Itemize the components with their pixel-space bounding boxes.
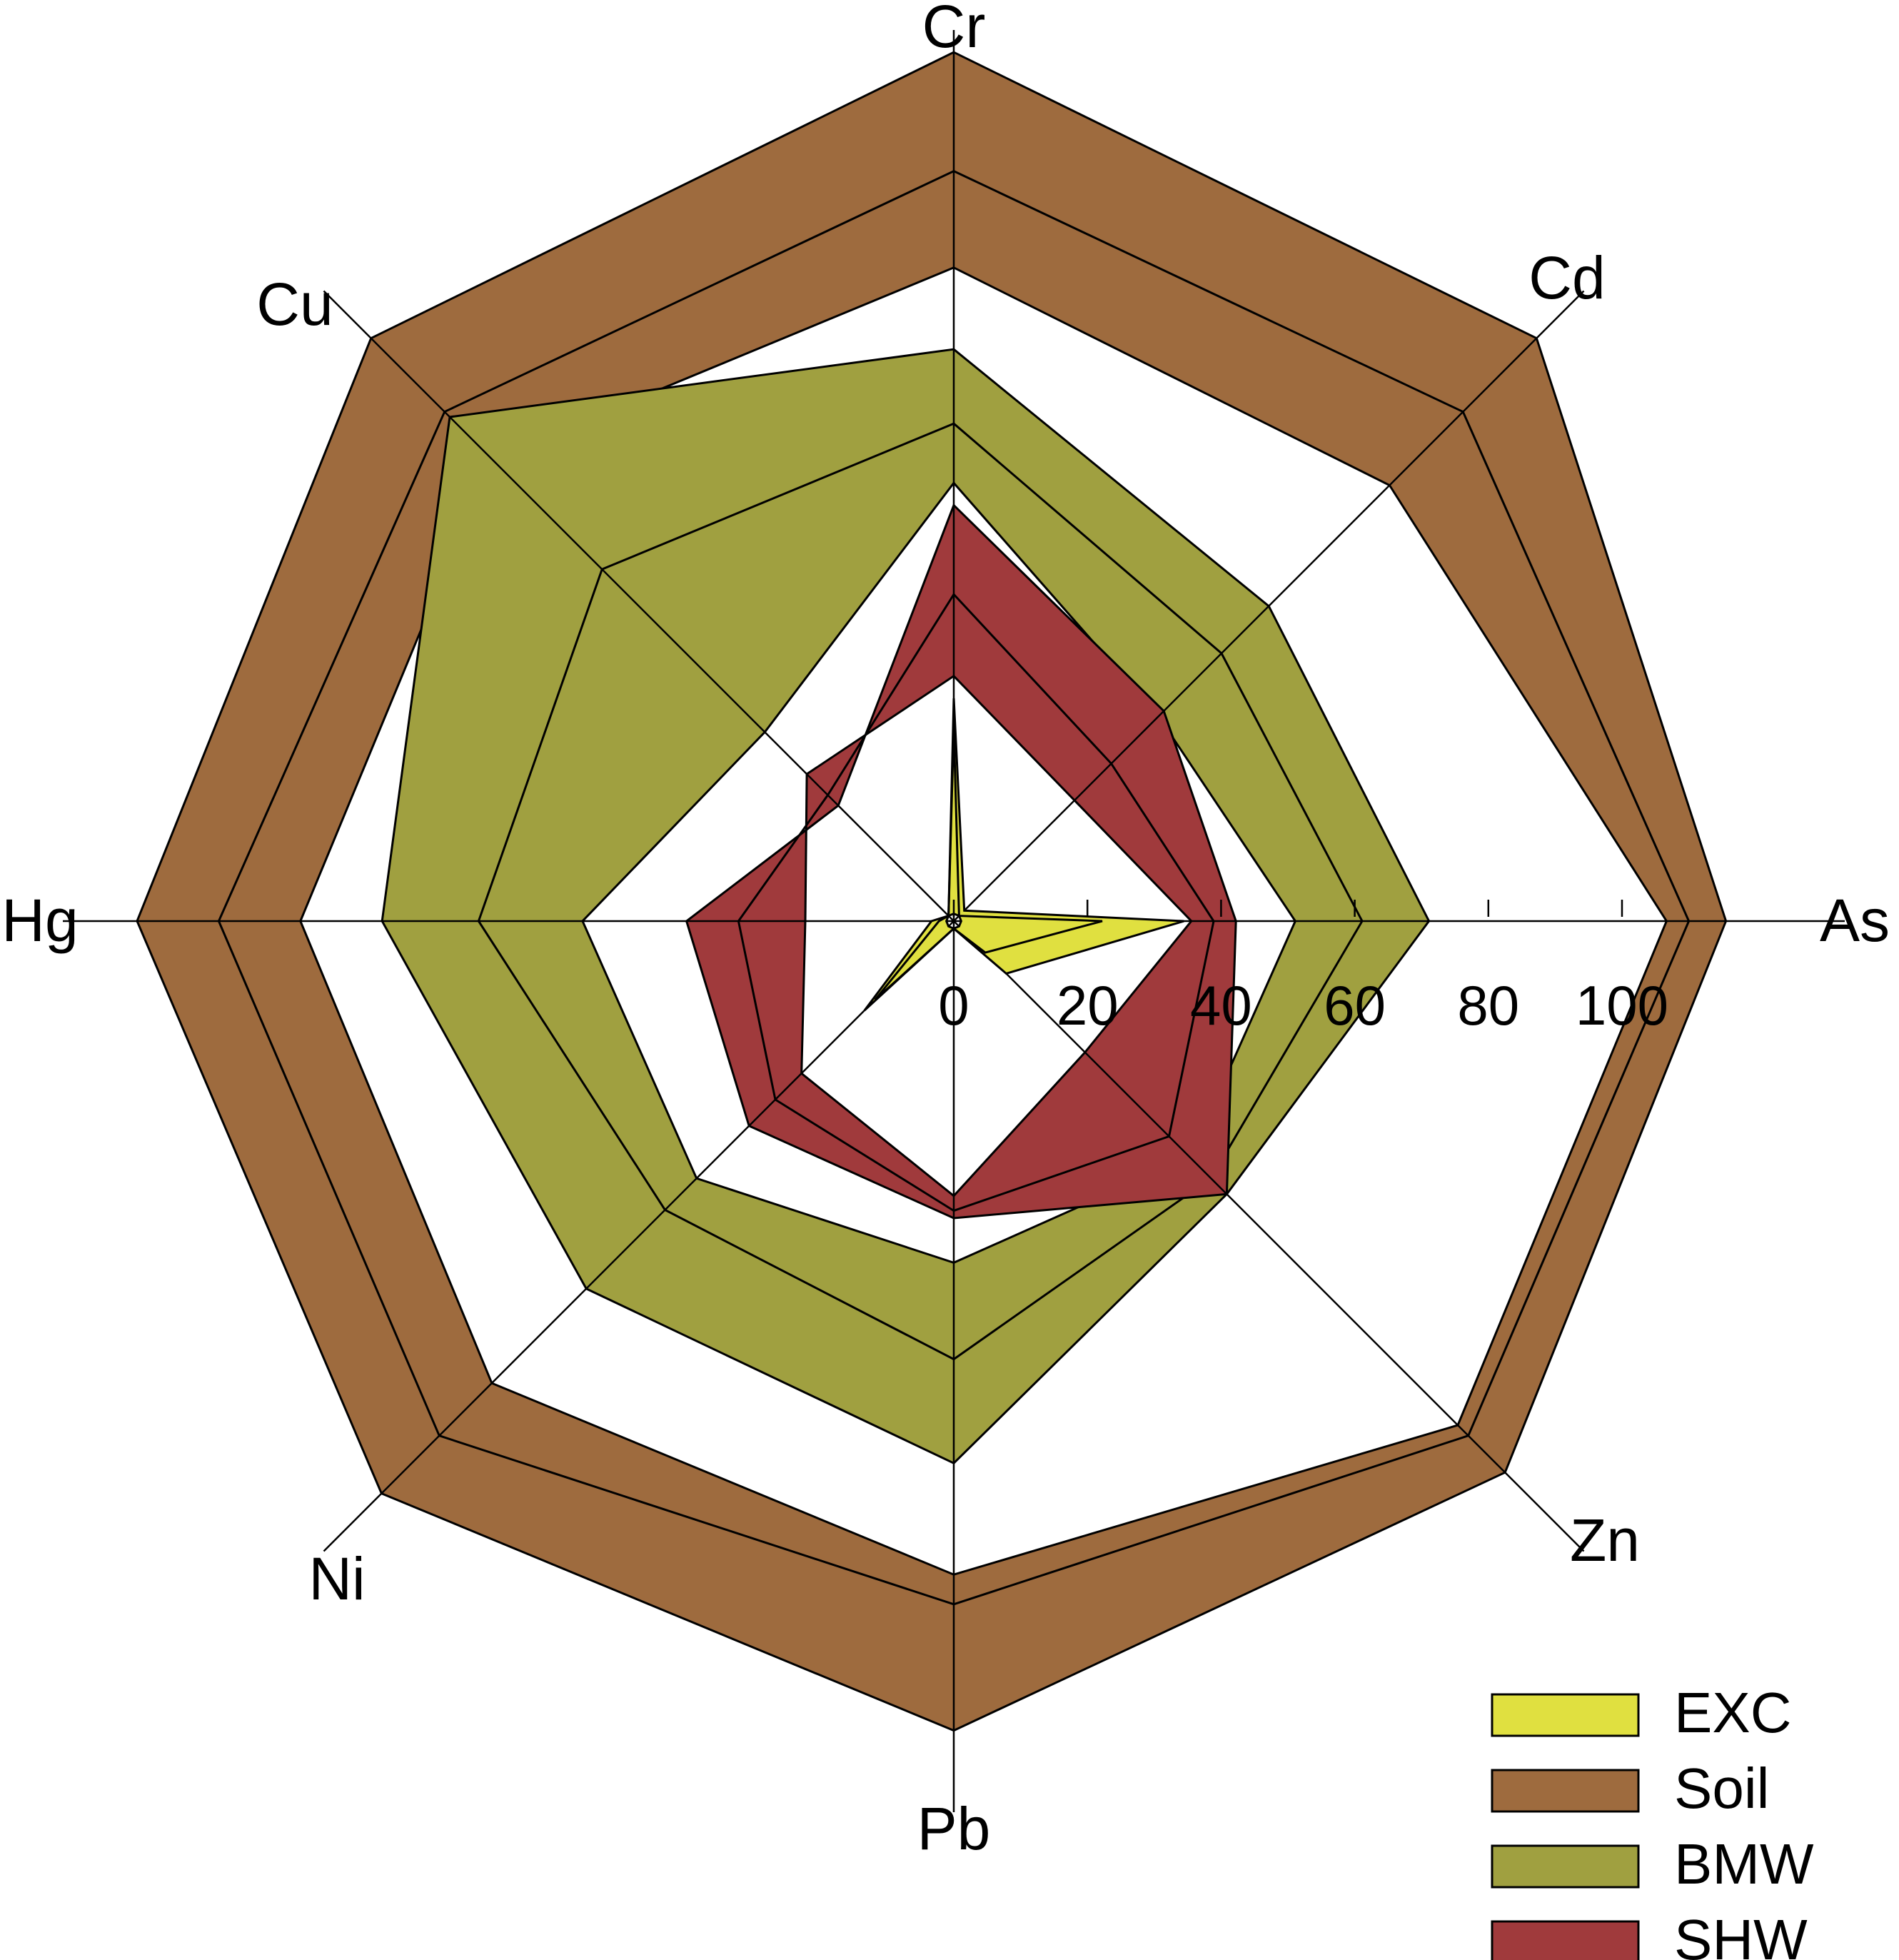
series-bands bbox=[136, 51, 1728, 1732]
band-bmw bbox=[382, 349, 1429, 1464]
category-label-hg: Hg bbox=[1, 887, 78, 954]
axis-line-cu bbox=[323, 290, 954, 922]
legend-label-exc: EXC bbox=[1674, 1681, 1792, 1744]
legend-label-bmw: BMW bbox=[1674, 1832, 1814, 1896]
axis-line-zn bbox=[953, 920, 1585, 1552]
legend-swatch-bmw bbox=[1491, 1844, 1640, 1889]
category-label-cu: Cu bbox=[256, 271, 333, 338]
series-line-exc-inner bbox=[945, 912, 963, 930]
radial-tick-label-0: 0 bbox=[938, 974, 969, 1037]
legend-label-shw: SHW bbox=[1674, 1908, 1808, 1960]
axis-line-cd bbox=[953, 290, 1585, 922]
radial-axes bbox=[63, 30, 1845, 1812]
series-bmw bbox=[381, 348, 1431, 1465]
radial-tick-label-40: 40 bbox=[1190, 974, 1252, 1037]
exc-series-layer bbox=[863, 698, 1184, 1012]
category-label-cd: Cd bbox=[1528, 244, 1605, 311]
legend-swatch-soil bbox=[1491, 1769, 1640, 1813]
radial-tick-label-60: 60 bbox=[1324, 974, 1386, 1037]
category-label-cr: Cr bbox=[922, 0, 986, 60]
category-label-ni: Ni bbox=[308, 1545, 365, 1612]
band-exc bbox=[865, 698, 1184, 1010]
legend-label-soil: Soil bbox=[1674, 1757, 1769, 1820]
radial-tick-label-20: 20 bbox=[1057, 974, 1119, 1037]
category-label-as: As bbox=[1820, 887, 1890, 954]
legend-swatch-shw bbox=[1491, 1920, 1640, 1960]
axis-line-ni bbox=[323, 920, 954, 1552]
category-labels: Cr Cd As Zn Pb Ni Hg Cu bbox=[1, 0, 1890, 1862]
radial-ticks: 0 20 40 60 80 100 bbox=[938, 900, 1668, 1037]
legend: EXC Soil BMW SHW bbox=[1491, 1681, 1814, 1960]
radial-tick-label-80: 80 bbox=[1457, 974, 1519, 1037]
series-soil bbox=[136, 51, 1728, 1732]
radial-tick-label-100: 100 bbox=[1576, 974, 1668, 1037]
legend-swatch-exc bbox=[1491, 1693, 1640, 1737]
series-exc bbox=[863, 698, 1184, 1012]
category-label-pb: Pb bbox=[917, 1795, 991, 1862]
category-label-zn: Zn bbox=[1570, 1507, 1640, 1574]
band-shw bbox=[686, 505, 1236, 1218]
